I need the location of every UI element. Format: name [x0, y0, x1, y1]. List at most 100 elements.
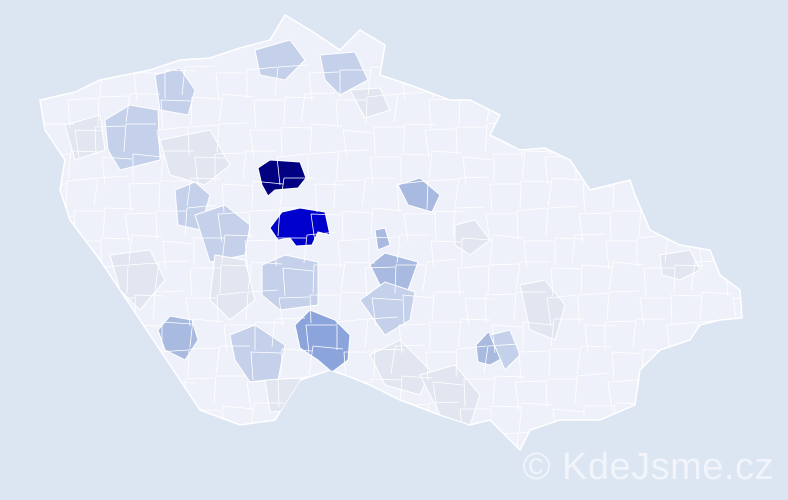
district-lower[interactable]: [254, 39, 306, 81]
district-boundary: [390, 344, 426, 375]
district-boundary: [399, 375, 433, 405]
district-boundary: [242, 150, 276, 180]
district-boundary: [731, 207, 742, 237]
district-boundary: [250, 351, 282, 381]
district-boundary: [133, 72, 164, 102]
district-boundary: [398, 323, 430, 354]
district-boundary: [126, 262, 159, 294]
district-boundary: [577, 292, 609, 324]
district-boundary: [276, 153, 308, 186]
district-boundary: [576, 345, 612, 375]
district-boundary: [664, 182, 696, 213]
district-boundary: [187, 347, 220, 378]
district-lower[interactable]: [319, 51, 369, 96]
district-boundary: [699, 291, 733, 321]
district-boundary: [460, 66, 494, 96]
district-boundary: [97, 95, 130, 126]
district-lowest[interactable]: [209, 254, 256, 321]
district-boundary: [429, 321, 460, 350]
district-boundary: [725, 317, 742, 348]
district-boundary: [422, 258, 458, 291]
district-boundary: [70, 291, 104, 321]
district-boundary: [337, 238, 369, 270]
district-lower[interactable]: [104, 104, 161, 171]
district-boundary: [523, 240, 554, 270]
district-low[interactable]: [369, 252, 419, 291]
district-boundary: [40, 345, 76, 375]
district-boundary: [702, 210, 734, 240]
district-boundary: [670, 123, 704, 153]
district-boundary: [614, 99, 646, 129]
district-boundary: [603, 147, 638, 180]
district-lower[interactable]: [489, 329, 521, 371]
district-boundary: [217, 211, 249, 243]
district-low[interactable]: [157, 315, 199, 361]
district-boundary: [131, 375, 164, 405]
district-boundary: [370, 207, 404, 237]
district-boundary: [65, 177, 98, 210]
district-boundary: [128, 234, 163, 264]
district-boundary: [609, 210, 640, 240]
district-boundary: [371, 297, 403, 327]
district-boundary: [308, 345, 344, 375]
district-boundary: [634, 407, 666, 438]
district-highest[interactable]: [257, 159, 307, 197]
district-boundary: [729, 237, 742, 266]
district-boundary: [494, 72, 526, 102]
district-medium[interactable]: [294, 309, 351, 373]
district-boundary: [671, 213, 703, 243]
district-lower[interactable]: [261, 254, 319, 311]
district-boundary: [303, 231, 338, 264]
district-boundary: [610, 129, 642, 159]
district-boundary: [339, 381, 370, 411]
district-boundary: [393, 91, 429, 123]
district-boundary: [464, 297, 496, 327]
district-boundary: [124, 212, 156, 243]
district-boundary: [487, 263, 520, 294]
district-boundary: [492, 375, 526, 405]
district-boundary: [74, 129, 106, 159]
district-boundary: [284, 408, 316, 438]
district-boundary: [493, 153, 524, 182]
district-boundary: [189, 267, 220, 297]
district-boundary: [640, 177, 676, 207]
district-boundary: [73, 432, 106, 450]
district-lowest[interactable]: [64, 114, 106, 161]
district-boundary: [455, 345, 488, 378]
district-boundary: [190, 96, 223, 126]
district-boundary: [158, 180, 190, 210]
district-boundary: [700, 381, 732, 411]
district-high[interactable]: [269, 207, 331, 247]
district-boundary: [578, 212, 610, 243]
district-boundary: [311, 435, 343, 450]
district-boundary: [300, 92, 336, 123]
district-boundary: [271, 317, 306, 348]
district-boundary: [639, 297, 670, 327]
district-boundary: [693, 399, 728, 432]
district-boundary: [253, 99, 284, 129]
watermark: © KdeJsme.cz: [522, 446, 774, 488]
district-boundary: [515, 261, 550, 291]
district-low[interactable]: [374, 227, 391, 251]
district-boundary: [396, 180, 428, 213]
district-low[interactable]: [397, 177, 441, 213]
district-boundary: [607, 67, 639, 98]
district-boundary: [696, 96, 728, 129]
district-boundary: [276, 429, 312, 450]
district-boundary: [61, 261, 96, 291]
district-boundary: [40, 263, 66, 294]
district-boundary: [637, 154, 669, 186]
district-lowest[interactable]: [264, 377, 301, 413]
district-boundary: [454, 176, 490, 207]
district-lower[interactable]: [194, 204, 251, 263]
district-boundary: [251, 180, 284, 210]
district-lower[interactable]: [359, 281, 416, 336]
district-boundary: [189, 318, 224, 348]
district-boundary: [669, 345, 704, 375]
district-boundary: [633, 95, 666, 126]
district-boundary: [68, 320, 100, 350]
district-boundary: [394, 264, 426, 294]
district-boundary: [734, 126, 742, 156]
district-boundary: [428, 150, 463, 180]
district-boundary: [342, 129, 374, 159]
